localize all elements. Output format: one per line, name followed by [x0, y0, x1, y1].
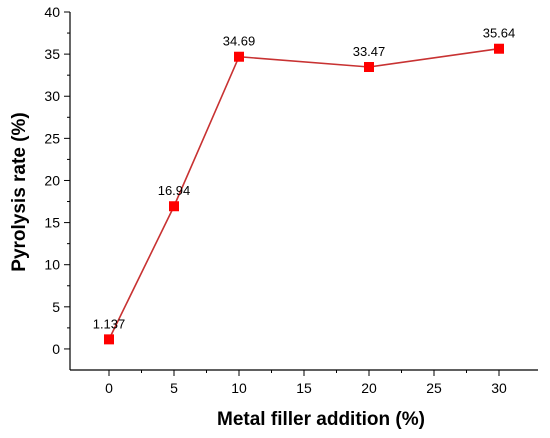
- y-ticks: 0 5 10 15 20 25 30 35 40: [44, 4, 70, 357]
- x-tick-label: 5: [170, 380, 178, 396]
- y-tick-label: 25: [44, 130, 60, 146]
- y-tick-label: 10: [44, 257, 60, 273]
- y-tick-label: 35: [44, 46, 60, 62]
- x-tick-label: 15: [296, 380, 312, 396]
- y-tick-label: 20: [44, 172, 60, 188]
- y-tick-label: 0: [52, 341, 60, 357]
- x-tick-label: 10: [231, 380, 247, 396]
- data-label: 33.47: [353, 44, 386, 59]
- data-point: [234, 51, 244, 62]
- y-tick-label: 40: [44, 4, 60, 20]
- x-tick-label: 0: [105, 380, 113, 396]
- data-label: 35.64: [483, 26, 516, 41]
- y-tick-label: 30: [44, 88, 60, 104]
- x-tick-label: 25: [426, 380, 442, 396]
- x-axis-title: Metal filler addition (%): [217, 409, 425, 430]
- x-tick-label: 20: [361, 380, 377, 396]
- data-point: [364, 62, 374, 73]
- axes: [69, 12, 538, 371]
- data-point: [104, 334, 114, 345]
- x-ticks: 0 5 10 15 20 25 30: [105, 370, 507, 396]
- y-axis-title: Pyrolysis rate (%): [9, 112, 30, 271]
- data-markers: [104, 43, 504, 345]
- y-tick-label: 15: [44, 215, 60, 231]
- data-label: 34.69: [223, 34, 256, 49]
- data-point: [169, 201, 179, 212]
- y-tick-label: 5: [52, 299, 60, 315]
- data-label: 1.137: [93, 316, 126, 331]
- data-labels: 1.137 16.94 34.69 33.47 35.64: [93, 26, 516, 332]
- data-label: 16.94: [158, 183, 191, 198]
- data-point: [494, 43, 504, 54]
- x-tick-label: 30: [491, 380, 507, 396]
